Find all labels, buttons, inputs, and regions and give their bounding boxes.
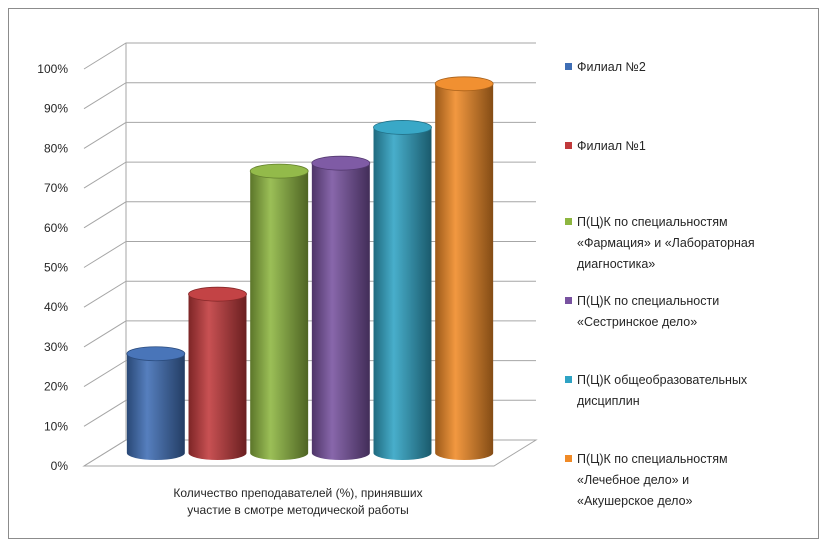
legend-label-line: Филиал №2 <box>577 60 646 74</box>
bar-5 <box>373 120 432 460</box>
y-tick-label: 30% <box>44 340 68 354</box>
legend-item-6: П(Ц)К по специальностям «Лечебное дело» и… <box>565 452 728 508</box>
chart-frame: 0% 10% 20% 30% 40% 50% 60% 70% 80% 90% 100% Количе… <box>8 8 819 539</box>
bar-top <box>249 163 309 179</box>
y-tick-label: 90% <box>44 102 68 116</box>
bar-top <box>373 120 432 135</box>
bar-body <box>373 127 432 460</box>
gridline <box>83 42 536 70</box>
bar-top <box>188 286 247 302</box>
legend-item-5: П(Ц)К общеобразовательных дисциплин <box>565 373 748 408</box>
legend-label-line: дисциплин <box>577 394 640 408</box>
bar-top <box>434 76 494 92</box>
legend-swatch <box>565 455 572 462</box>
bar-1 <box>126 346 186 460</box>
bar-body <box>250 171 309 460</box>
y-tick-label: 100% <box>37 62 68 76</box>
legend: Филиал №2 Филиал №1 П(Ц)К по специальностя… <box>565 60 755 508</box>
legend-label-line: диагностика» <box>577 257 655 271</box>
legend-label-line: «Акушерское дело» <box>577 494 693 508</box>
gridlines <box>83 42 536 467</box>
legend-swatch <box>565 376 572 383</box>
y-tick-label: 70% <box>44 181 68 195</box>
bar-body <box>311 163 370 460</box>
y-tick-label: 40% <box>44 300 68 314</box>
y-tick-label: 60% <box>44 221 68 235</box>
legend-label-line: П(Ц)К по специальностям <box>577 215 728 229</box>
y-axis-ticks: 0% 10% 20% 30% 40% 50% 60% 70% 80% 90% 100% <box>37 62 68 473</box>
bar-2 <box>188 286 247 460</box>
legend-item-1: Филиал №2 <box>565 60 646 74</box>
y-tick-label: 80% <box>44 141 68 155</box>
legend-label-line: «Сестринское дело» <box>577 315 697 329</box>
legend-swatch <box>565 297 572 304</box>
bar-top <box>311 155 371 171</box>
bar-body <box>126 353 185 460</box>
bar-body <box>435 83 494 460</box>
category-label-line: участие в смотре методической работы <box>187 503 408 517</box>
legend-label-line: П(Ц)К по специальности <box>577 294 719 308</box>
bar-body <box>188 294 247 460</box>
x-axis-category-label: Количество преподавателей (%), принявших… <box>173 486 422 517</box>
y-tick-label: 0% <box>51 459 69 473</box>
legend-item-2: Филиал №1 <box>565 139 646 153</box>
legend-swatch <box>565 142 572 149</box>
chart-plot: 0% 10% 20% 30% 40% 50% 60% 70% 80% 90% 100% Количе… <box>37 42 755 517</box>
legend-swatch <box>565 218 572 225</box>
bar-6 <box>434 76 494 460</box>
gridline <box>83 82 536 110</box>
y-tick-label: 20% <box>44 380 68 394</box>
legend-label-line: «Лечебное дело» и <box>577 473 689 487</box>
legend-label-line: «Фармация» и «Лабораторная <box>577 236 755 250</box>
y-tick-label: 10% <box>44 419 68 433</box>
bar-3 <box>249 163 309 460</box>
bar-series <box>126 76 494 460</box>
bar-top <box>126 346 186 362</box>
legend-item-4: П(Ц)К по специальности «Сестринское дело» <box>565 294 719 329</box>
legend-label-line: Филиал №1 <box>577 139 646 153</box>
category-label-line: Количество преподавателей (%), принявших <box>173 486 422 500</box>
legend-label-line: П(Ц)К общеобразовательных <box>577 373 748 387</box>
legend-item-3: П(Ц)К по специальностям «Фармация» и «Лаб… <box>565 215 755 271</box>
legend-label-line: П(Ц)К по специальностям <box>577 452 728 466</box>
y-tick-label: 50% <box>44 261 68 275</box>
bar-4 <box>311 155 371 460</box>
legend-swatch <box>565 63 572 70</box>
